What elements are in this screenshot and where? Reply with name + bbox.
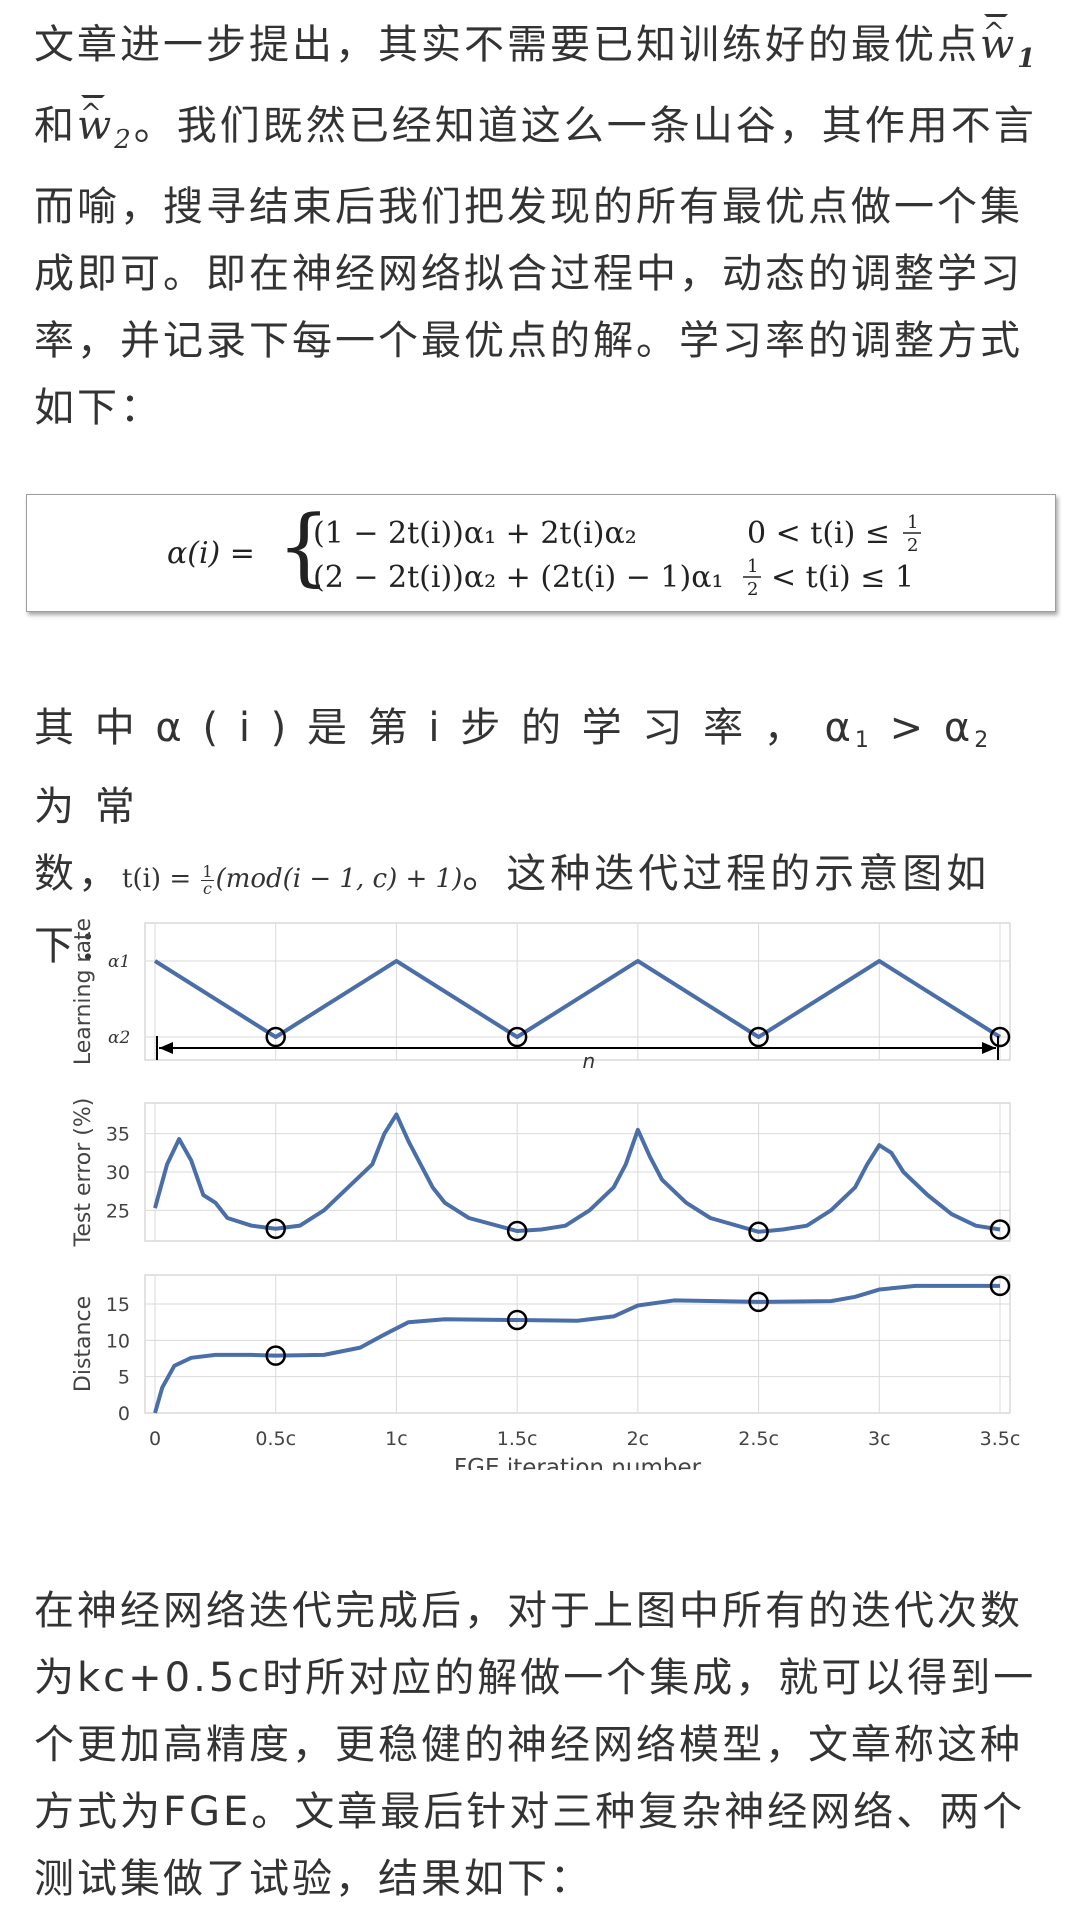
optimum-marker — [265, 1218, 286, 1239]
paragraph-intro: 文章进一步提出，其实不需要已知训练好的最优点 ^ w1 和 ^ w2。我们既然已经知道这么… — [34, 12, 1050, 442]
series-line-1 — [153, 1112, 1001, 1234]
optimum-marker — [506, 1220, 528, 1242]
y-axis-label: Learning rate — [71, 918, 96, 1065]
w2-hat-symbol: ^ w2 — [77, 93, 134, 174]
paragraph-conclusion: 在神经网络迭代完成后，对于上图中所有的迭代次数为kc+0.5c时所对应的解做一个… — [34, 1588, 1037, 1902]
formula-lhs: α(i) = — [167, 536, 255, 571]
formula-box: α(i) = { (1 − 2t(i))α₁ + 2t(i)α₂ (2 − 2t… — [26, 494, 1056, 612]
formula-case2-cond: < t(i) ≤ 1 — [771, 560, 914, 595]
n-annotation: n — [583, 1049, 596, 1073]
arrow-head-left — [159, 1042, 173, 1054]
optimum-marker — [748, 1221, 769, 1243]
optimum-marker — [748, 1026, 769, 1048]
y-tick-label: 5 — [118, 1367, 130, 1389]
fge-chart: α1 α2 Learning rate n 25 30 35 Test error (%) 0 5… — [71, 918, 1020, 1470]
greater-than-text: > α — [872, 705, 975, 751]
alpha1-subscript: 1 — [854, 728, 873, 753]
definition-text-3: 数， — [34, 851, 122, 897]
x-axis-label: FGE iteration number — [454, 1455, 702, 1470]
x-tick-label: 3.5c — [980, 1428, 1020, 1450]
formula-case2-expr: (2 − 2t(i))α₂ + (2t(i) − 1)α₁ — [313, 560, 723, 595]
optimum-marker — [989, 1219, 1011, 1240]
formula-brace: { — [277, 497, 330, 595]
y-axis-label: Distance — [71, 1296, 96, 1392]
y-tick-label: 0 — [118, 1403, 130, 1425]
optimum-marker — [989, 1275, 1011, 1297]
formula-half-den-1: 2 — [907, 535, 918, 556]
formula-half-den-2: 2 — [747, 579, 758, 600]
w1-hat-symbol: ^ w1 — [980, 12, 1038, 93]
x-tick-label: 0 — [149, 1428, 161, 1450]
definition-text-1: 其 中 α ( i ) 是 第 i 步 的 学 习 率 ， α — [34, 705, 855, 751]
optimum-marker — [265, 1026, 286, 1048]
y-tick-label: 30 — [106, 1162, 130, 1184]
panel-2-frame — [144, 1274, 1011, 1414]
y-tick-label: 25 — [106, 1200, 130, 1222]
x-tick-label: 1.5c — [497, 1428, 538, 1450]
paragraph-intro-rest: 。我们既然已经知道这么一条山谷，其作用不言而喻，搜寻结束后我们把发现的所有最优点… — [34, 103, 1037, 431]
paragraph-intro-text: 文章进一步提出，其实不需要已知训练好的最优点 — [34, 22, 980, 68]
y-tick-label: 35 — [106, 1124, 130, 1146]
arrow-head-right — [982, 1042, 996, 1054]
definition-text-4: 。这种迭代过程的示意图如下： — [34, 851, 991, 969]
x-tick-label: 3c — [868, 1428, 891, 1450]
learning-rate-formula: α(i) = { (1 − 2t(i))α₁ + 2t(i)α₂ (2 − 2t… — [167, 497, 921, 600]
x-tick-label: 1c — [385, 1428, 408, 1450]
x-tick-label: 2.5c — [738, 1428, 779, 1450]
optimum-marker — [506, 1309, 528, 1331]
and-text: 和 — [34, 103, 77, 149]
series-line-0 — [153, 959, 1002, 1039]
learning-rate-tick-label: α2 — [108, 1028, 130, 1048]
optimum-marker — [989, 1026, 1011, 1048]
y-axis-label: Test error (%) — [71, 1098, 96, 1248]
t-function-formula: t(i) = 1 c (mod(i − 1, c) + 1) — [122, 861, 463, 898]
x-tick-label: 0.5c — [255, 1428, 296, 1450]
optimum-marker — [748, 1291, 769, 1313]
alpha2-subscript: 2 — [974, 728, 993, 753]
series-line-2 — [153, 1283, 1000, 1414]
panel-0-frame — [144, 922, 1011, 1061]
optimum-marker — [265, 1345, 286, 1366]
y-tick-label: 10 — [106, 1330, 130, 1352]
formula-half-num-1: 1 — [907, 512, 918, 533]
learning-rate-tick-label: α1 — [108, 952, 130, 972]
optimum-marker — [506, 1026, 528, 1048]
formula-half-num-2: 1 — [747, 556, 758, 577]
definition-text-2: 为 常 — [34, 784, 139, 830]
paragraph-definition: 其 中 α ( i ) 是 第 i 步 的 学 习 率 ， α1 > α2 为 … — [34, 695, 1050, 980]
formula-case1-expr: (1 − 2t(i))α₁ + 2t(i)α₂ — [313, 516, 637, 551]
formula-case1-cond: 0 < t(i) ≤ — [747, 516, 890, 551]
y-tick-label: 15 — [106, 1294, 130, 1316]
x-tick-label: 2c — [627, 1428, 650, 1450]
